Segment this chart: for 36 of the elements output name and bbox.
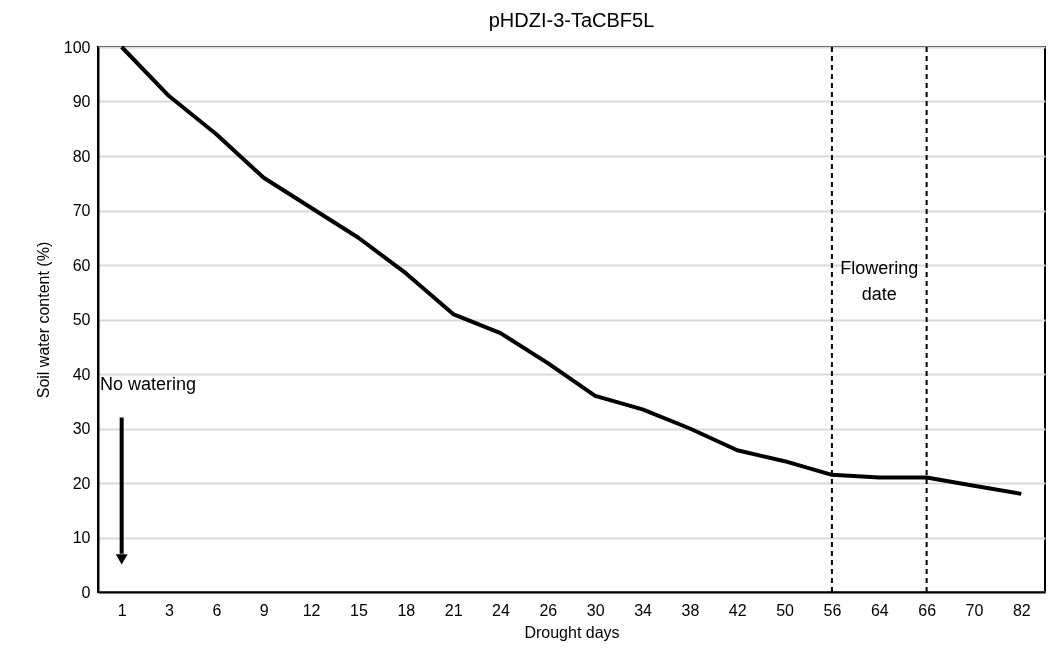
chart-title: pHDZI-3-TaCBF5L	[488, 9, 655, 31]
y-tick-label: 10	[72, 529, 91, 546]
x-tick-label: 12	[302, 601, 321, 619]
x-tick-label: 70	[965, 601, 984, 619]
annotation: Flowering date	[840, 257, 919, 304]
x-tick-label: 64	[870, 601, 889, 619]
y-tick-label: 0	[81, 583, 91, 601]
y-tick-label: 40	[72, 365, 91, 383]
x-tick-label: 1	[117, 601, 127, 619]
y-tick-label: 20	[72, 474, 91, 492]
y-tick-label: 60	[72, 256, 91, 274]
x-tick-label: 9	[259, 601, 269, 619]
x-tick-label: 66	[918, 601, 937, 619]
x-tick-label: 21	[444, 601, 463, 619]
x-tick-label: 26	[539, 601, 558, 619]
x-tick-label: 15	[350, 601, 368, 619]
x-tick-label: 34	[634, 601, 653, 619]
x-tick-label: 18	[397, 601, 416, 619]
y-tick-label: 70	[72, 202, 91, 219]
x-tick-label: 42	[728, 601, 747, 619]
x-tick-label: 50	[776, 601, 795, 619]
x-tick-label: 6	[212, 601, 222, 619]
y-axis-title: Soil water content (%)	[34, 241, 52, 399]
y-tick-label: 50	[72, 311, 91, 328]
x-tick-label: 56	[823, 601, 842, 619]
x-axis-title: Drought days	[524, 623, 620, 641]
x-tick-label: 38	[681, 601, 700, 619]
y-tick-label: 90	[72, 93, 91, 110]
y-tick-label: 80	[72, 147, 91, 165]
y-tick-label: 100	[63, 38, 91, 56]
x-tick-label: 30	[586, 601, 605, 619]
annotation: No watering	[100, 373, 197, 394]
y-tick-label: 30	[72, 420, 91, 437]
x-tick-label: 24	[492, 601, 510, 619]
x-tick-label: 3	[165, 601, 175, 619]
x-tick-label: 82	[1012, 601, 1031, 619]
